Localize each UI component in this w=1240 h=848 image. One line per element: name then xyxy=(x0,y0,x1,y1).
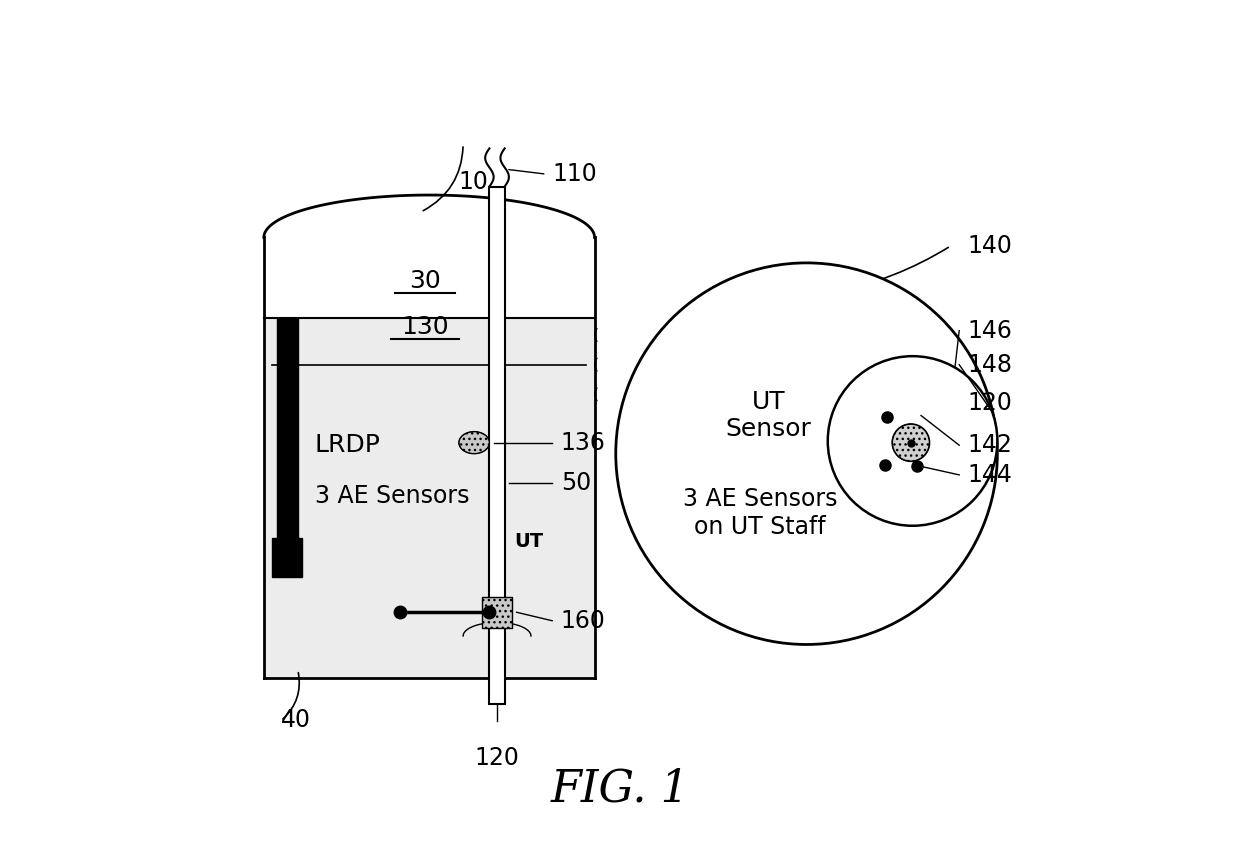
Text: 160: 160 xyxy=(560,609,605,633)
Text: 30: 30 xyxy=(409,270,441,293)
Text: 50: 50 xyxy=(560,471,591,495)
Text: 142: 142 xyxy=(967,433,1013,457)
Text: 40: 40 xyxy=(280,708,311,732)
Bar xyxy=(482,597,512,628)
Circle shape xyxy=(616,263,997,644)
Text: 120: 120 xyxy=(967,391,1013,415)
Text: 136: 136 xyxy=(560,431,605,455)
Polygon shape xyxy=(264,237,594,678)
Text: UT
Sensor: UT Sensor xyxy=(725,389,811,442)
Text: 3 AE Sensors: 3 AE Sensors xyxy=(315,484,469,508)
Bar xyxy=(273,538,303,577)
Polygon shape xyxy=(264,318,594,678)
Text: 120: 120 xyxy=(475,746,520,770)
Text: 10: 10 xyxy=(459,170,489,194)
Bar xyxy=(277,318,298,538)
Circle shape xyxy=(893,424,930,461)
Text: 140: 140 xyxy=(967,234,1013,258)
Text: 130: 130 xyxy=(402,315,449,339)
Bar xyxy=(490,187,505,704)
Text: FIG. 1: FIG. 1 xyxy=(551,767,689,810)
Circle shape xyxy=(828,356,997,526)
Text: 3 AE Sensors
on UT Staff: 3 AE Sensors on UT Staff xyxy=(683,487,837,539)
Text: 146: 146 xyxy=(967,319,1013,343)
Bar xyxy=(482,597,512,628)
Text: LRDP: LRDP xyxy=(315,433,381,457)
Text: 110: 110 xyxy=(552,162,596,186)
Text: 148: 148 xyxy=(967,353,1013,377)
Text: UT: UT xyxy=(515,532,543,550)
Ellipse shape xyxy=(459,432,490,454)
Text: 144: 144 xyxy=(967,463,1013,487)
